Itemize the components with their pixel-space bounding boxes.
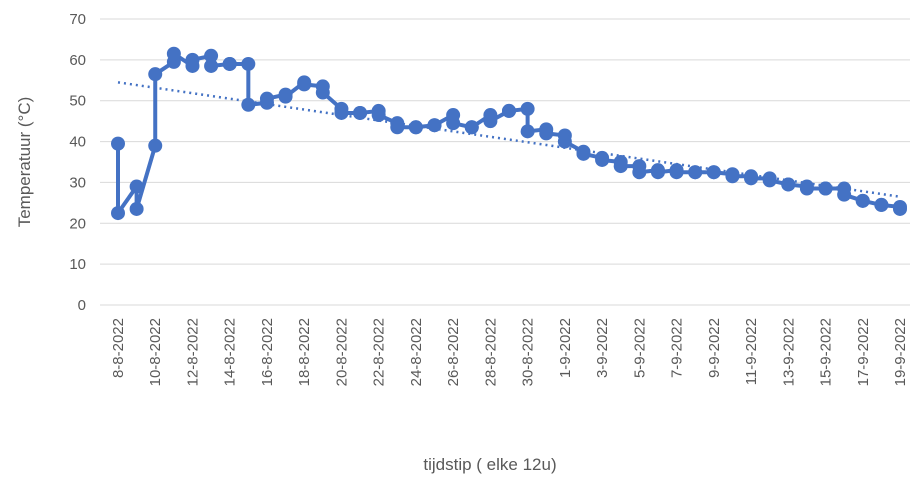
- data-point: [259, 91, 274, 106]
- data-point: [315, 85, 330, 100]
- data-point: [166, 46, 181, 61]
- x-tick-label: 12-8-2022: [184, 318, 201, 386]
- y-axis-label: Temperatuur (°C): [15, 97, 34, 228]
- data-point: [632, 165, 647, 180]
- x-tick-label: 3-9-2022: [594, 318, 611, 378]
- data-point: [725, 169, 740, 184]
- x-tick-label: 17-9-2022: [855, 318, 872, 386]
- data-point: [222, 56, 237, 71]
- y-tick-label: 50: [69, 93, 86, 110]
- x-tick-label: 5-9-2022: [631, 318, 648, 378]
- data-point: [464, 120, 479, 135]
- x-tick-label: 15-9-2022: [818, 318, 835, 386]
- y-tick-label: 10: [69, 256, 86, 273]
- data-point: [613, 159, 628, 174]
- data-point: [185, 52, 200, 67]
- y-tick-label: 30: [69, 174, 86, 191]
- data-point: [148, 138, 163, 153]
- data-point: [576, 146, 591, 161]
- x-tick-label: 22-8-2022: [371, 318, 388, 386]
- data-point: [129, 201, 144, 216]
- data-point: [334, 105, 349, 120]
- data-point: [483, 114, 498, 129]
- data-point: [893, 201, 907, 216]
- data-point: [129, 179, 144, 194]
- data-point: [278, 89, 293, 104]
- x-axis-label: tijdstip ( elke 12u): [423, 455, 556, 474]
- data-point: [427, 118, 442, 133]
- x-tick-label: 24-8-2022: [408, 318, 425, 386]
- y-tick-label: 0: [78, 297, 86, 314]
- data-point: [148, 67, 163, 82]
- data-point: [762, 173, 777, 188]
- data-point: [297, 77, 312, 92]
- data-point: [502, 103, 516, 118]
- y-tick-label: 40: [69, 134, 86, 151]
- x-tick-label: 30-8-2022: [520, 318, 537, 386]
- x-tick-label: 14-8-2022: [222, 318, 239, 386]
- data-point: [371, 108, 386, 123]
- x-tick-label: 26-8-2022: [445, 318, 462, 386]
- data-point: [111, 206, 125, 221]
- data-point: [241, 97, 256, 112]
- x-tick-label: 18-8-2022: [296, 318, 313, 386]
- x-tick-label: 1-9-2022: [557, 318, 574, 378]
- data-point: [390, 120, 405, 135]
- data-point: [520, 101, 535, 116]
- data-point: [744, 171, 759, 186]
- data-point: [241, 56, 256, 71]
- trendline: [117, 81, 901, 198]
- data-point: [557, 134, 572, 149]
- data-point: [818, 181, 833, 196]
- x-tick-label: 10-8-2022: [147, 318, 164, 386]
- x-tick-label: 19-9-2022: [892, 318, 909, 386]
- y-tick-label: 70: [69, 11, 86, 28]
- data-point: [837, 187, 852, 202]
- x-tick-label: 16-8-2022: [259, 318, 276, 386]
- data-point: [408, 120, 423, 135]
- x-tick-label: 9-9-2022: [706, 318, 723, 378]
- data-point: [520, 124, 535, 139]
- y-tick-label: 60: [69, 52, 86, 69]
- data-point: [595, 152, 610, 167]
- data-point: [204, 58, 219, 73]
- data-point: [874, 197, 889, 212]
- data-point: [781, 177, 796, 192]
- x-tick-label: 8-8-2022: [110, 318, 127, 378]
- x-tick-label: 13-9-2022: [780, 318, 797, 386]
- data-point: [650, 165, 665, 180]
- data-line: [116, 51, 902, 216]
- data-point: [855, 193, 870, 208]
- data-point: [688, 165, 703, 180]
- data-point: [539, 126, 554, 141]
- data-point: [111, 136, 125, 151]
- x-tick-label: 28-8-2022: [482, 318, 499, 386]
- data-point: [669, 165, 684, 180]
- data-point: [446, 116, 461, 131]
- y-tick-label: 20: [69, 215, 86, 232]
- x-tick-label: 11-9-2022: [743, 318, 760, 385]
- data-point: [799, 181, 814, 196]
- x-tick-label: 20-8-2022: [333, 318, 350, 386]
- data-point: [706, 165, 721, 180]
- x-tick-label: 7-9-2022: [669, 318, 686, 378]
- data-point: [353, 105, 368, 120]
- data-point: [204, 48, 219, 63]
